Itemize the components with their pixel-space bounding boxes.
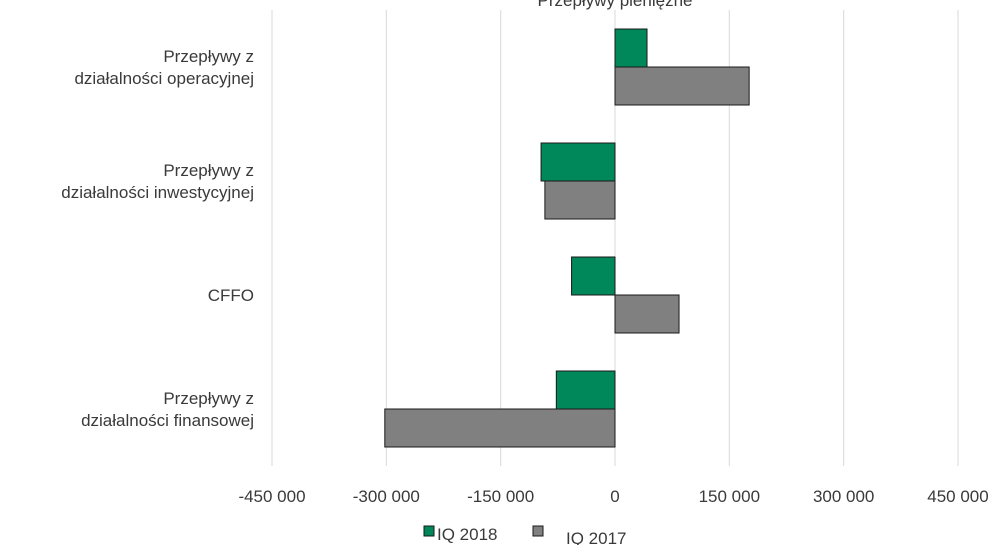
bar-iq-2017-1 — [545, 181, 615, 219]
legend: IQ 2018 IQ 2017 — [424, 525, 627, 545]
category-label: działalności operacyjnej — [74, 69, 254, 88]
category-label: Przepływy z — [163, 389, 254, 408]
bar-iq-2017-3 — [385, 409, 615, 447]
category-label: działalności finansowej — [81, 411, 254, 430]
x-tick-label: 150 000 — [699, 487, 760, 506]
category-label: Przepływy z — [163, 161, 254, 180]
bar-iq-2017-2 — [615, 295, 679, 333]
x-tick-label: -300 000 — [353, 487, 420, 506]
legend-swatch-iq-2018 — [424, 526, 434, 536]
category-label: Przepływy z — [163, 47, 254, 66]
bars — [385, 29, 749, 447]
x-tick-label: -150 000 — [467, 487, 534, 506]
x-axis-tick-labels: -450 000 -300 000 -150 000 0 150 000 300 000 4… — [238, 487, 988, 506]
category-labels: Przepływy z działalności operacyjnej Przep… — [61, 47, 254, 430]
x-tick-label: 450 000 — [927, 487, 988, 506]
category-label: działalności inwestycyjnej — [61, 183, 254, 202]
category-label: CFFO — [208, 286, 254, 305]
legend-label-iq-2018: IQ 2018 — [437, 525, 498, 544]
legend-swatch-iq-2017 — [533, 526, 543, 536]
bar-iq-2017-0 — [615, 67, 749, 105]
x-tick-label: 300 000 — [813, 487, 874, 506]
bar-iq-2018-3 — [556, 371, 615, 409]
bar-iq-2018-1 — [541, 143, 615, 181]
x-tick-label: -450 000 — [238, 487, 305, 506]
legend-label-iq-2017: IQ 2017 — [566, 529, 627, 545]
x-tick-label: 0 — [610, 487, 619, 506]
chart-title: Przepływy pieniężne — [538, 0, 693, 10]
bar-iq-2018-0 — [615, 29, 647, 67]
bar-iq-2018-2 — [572, 257, 615, 295]
